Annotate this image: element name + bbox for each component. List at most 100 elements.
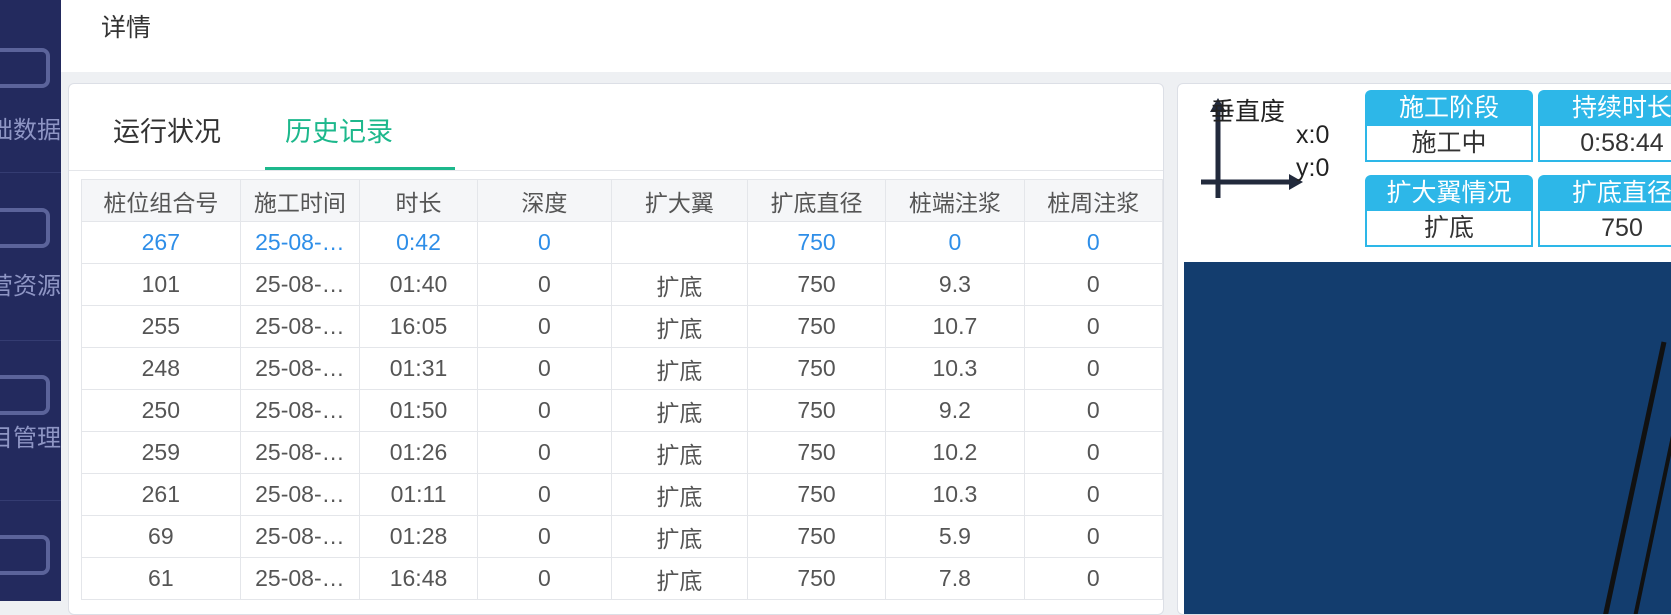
nav-label[interactable]: 目管理	[0, 425, 61, 452]
nav-label[interactable]: 础数据	[0, 117, 61, 144]
icon	[0, 48, 50, 88]
divider	[0, 172, 61, 173]
table-row[interactable]: 248 25-08-… 01:31 0 扩底 750 10.3 0	[81, 347, 1163, 390]
column-header: 桩端注浆	[885, 179, 1025, 222]
table-cell: 0	[476, 305, 612, 348]
gauge-y: y:0	[1296, 154, 1330, 182]
sidebar: 础数据 营资源 目管理	[0, 0, 61, 601]
table-row[interactable]: 267 25-08-… 0:42 0 750 0 0	[81, 221, 1163, 264]
table-cell: 扩底	[610, 263, 748, 306]
icon	[0, 375, 50, 415]
card-value: 扩底	[1365, 211, 1533, 247]
table-cell	[610, 221, 748, 264]
table-cell: 0:42	[359, 221, 478, 264]
table-cell: 25-08-…	[239, 221, 361, 264]
table-cell: 7.8	[885, 557, 1025, 600]
rig-drawing	[1603, 341, 1671, 614]
table-row[interactable]: 101 25-08-… 01:40 0 扩底 750 9.3 0	[81, 263, 1163, 306]
table-cell: 248	[81, 347, 241, 390]
table-cell: 01:40	[359, 263, 478, 306]
table-cell: 261	[81, 473, 241, 516]
column-header: 桩位组合号	[81, 179, 241, 222]
header: 详情	[61, 0, 1671, 72]
table-cell: 扩底	[610, 557, 748, 600]
card-label: 扩底直径	[1538, 175, 1671, 211]
history-table: 桩位组合号 施工时间 时长 深度 扩大翼 扩底直径 桩端注浆 桩周注浆 267 25-08-… 0:…	[81, 179, 1163, 600]
column-header: 扩大翼	[610, 179, 748, 222]
table-row[interactable]: 259 25-08-… 01:26 0 扩底 750 10.2 0	[81, 431, 1163, 474]
table-cell: 0	[1023, 305, 1163, 348]
icon	[0, 535, 50, 575]
table-cell: 0	[476, 221, 612, 264]
card-label: 施工阶段	[1365, 90, 1533, 126]
axis-icon	[1201, 98, 1303, 198]
tab[interactable]: 历史记录	[285, 117, 393, 147]
table-cell: 750	[746, 347, 887, 390]
rig-view	[1184, 262, 1671, 614]
column-header: 扩底直径	[746, 179, 887, 222]
column-header: 时长	[359, 179, 478, 222]
tab-indicator	[265, 167, 455, 170]
table-row[interactable]: 250 25-08-… 01:50 0 扩底 750 9.2 0	[81, 389, 1163, 432]
table-cell: 扩底	[610, 515, 748, 558]
table-cell: 10.7	[885, 305, 1025, 348]
table-row[interactable]: 61 25-08-… 16:48 0 扩底 750 7.8 0	[81, 557, 1163, 600]
table-cell: 16:48	[359, 557, 478, 600]
info-card: 施工阶段 施工中	[1365, 90, 1533, 164]
table-cell: 01:50	[359, 389, 478, 432]
nav-label[interactable]: 营资源	[0, 273, 61, 300]
info-card: 持续时长 0:58:44	[1538, 90, 1671, 164]
table-cell: 10.3	[885, 473, 1025, 516]
table-cell: 0	[476, 431, 612, 474]
card-value: 750	[1538, 211, 1671, 247]
table-cell: 25-08-…	[239, 347, 361, 390]
table-cell: 0	[885, 221, 1025, 264]
page-title: 详情	[101, 14, 152, 42]
gauge-title: 垂直度	[1210, 98, 1286, 126]
tab[interactable]: 运行状况	[113, 117, 221, 147]
table-cell: 16:05	[359, 305, 478, 348]
table-cell: 0	[476, 263, 612, 306]
table-cell: 750	[746, 305, 887, 348]
table-cell: 750	[746, 263, 887, 306]
table-cell: 扩底	[610, 473, 748, 516]
table-cell: 01:26	[359, 431, 478, 474]
table-cell: 750	[746, 473, 887, 516]
table-cell: 10.3	[885, 347, 1025, 390]
card-value: 0:58:44	[1538, 126, 1671, 162]
table-row[interactable]: 261 25-08-… 01:11 0 扩底 750 10.3 0	[81, 473, 1163, 516]
header-row: 桩位组合号 施工时间 时长 深度 扩大翼 扩底直径 桩端注浆 桩周注浆	[81, 179, 1163, 222]
table-row[interactable]: 69 25-08-… 01:28 0 扩底 750 5.9 0	[81, 515, 1163, 558]
table-cell: 0	[1023, 389, 1163, 432]
history-panel: 桩位组合号 施工时间 时长 深度 扩大翼 扩底直径 桩端注浆 桩周注浆 267 25-08-… 0:…	[68, 83, 1164, 615]
table-cell: 0	[1023, 557, 1163, 600]
table-cell: 25-08-…	[239, 305, 361, 348]
icon	[0, 208, 50, 248]
table-cell: 0	[476, 347, 612, 390]
table-cell: 69	[81, 515, 241, 558]
table-cell: 01:11	[359, 473, 478, 516]
table-cell: 0	[1023, 515, 1163, 558]
table-cell: 0	[476, 473, 612, 516]
table-cell: 0	[1023, 263, 1163, 306]
table-cell: 0	[1023, 221, 1163, 264]
table-cell: 25-08-…	[239, 557, 361, 600]
card-label: 持续时长	[1538, 90, 1671, 126]
table-cell: 267	[81, 221, 241, 264]
table-cell: 750	[746, 221, 887, 264]
table-cell: 750	[746, 515, 887, 558]
table-cell: 25-08-…	[239, 515, 361, 558]
table-cell: 0	[1023, 431, 1163, 474]
table-cell: 255	[81, 305, 241, 348]
table-row[interactable]: 255 25-08-… 16:05 0 扩底 750 10.7 0	[81, 305, 1163, 348]
table-cell: 750	[746, 431, 887, 474]
column-header: 施工时间	[239, 179, 361, 222]
table-cell: 9.3	[885, 263, 1025, 306]
table-cell: 01:31	[359, 347, 478, 390]
divider	[0, 340, 61, 341]
table-cell: 101	[81, 263, 241, 306]
card-value: 施工中	[1365, 126, 1533, 162]
card-label: 扩大翼情况	[1365, 175, 1533, 211]
table-cell: 0	[1023, 473, 1163, 516]
